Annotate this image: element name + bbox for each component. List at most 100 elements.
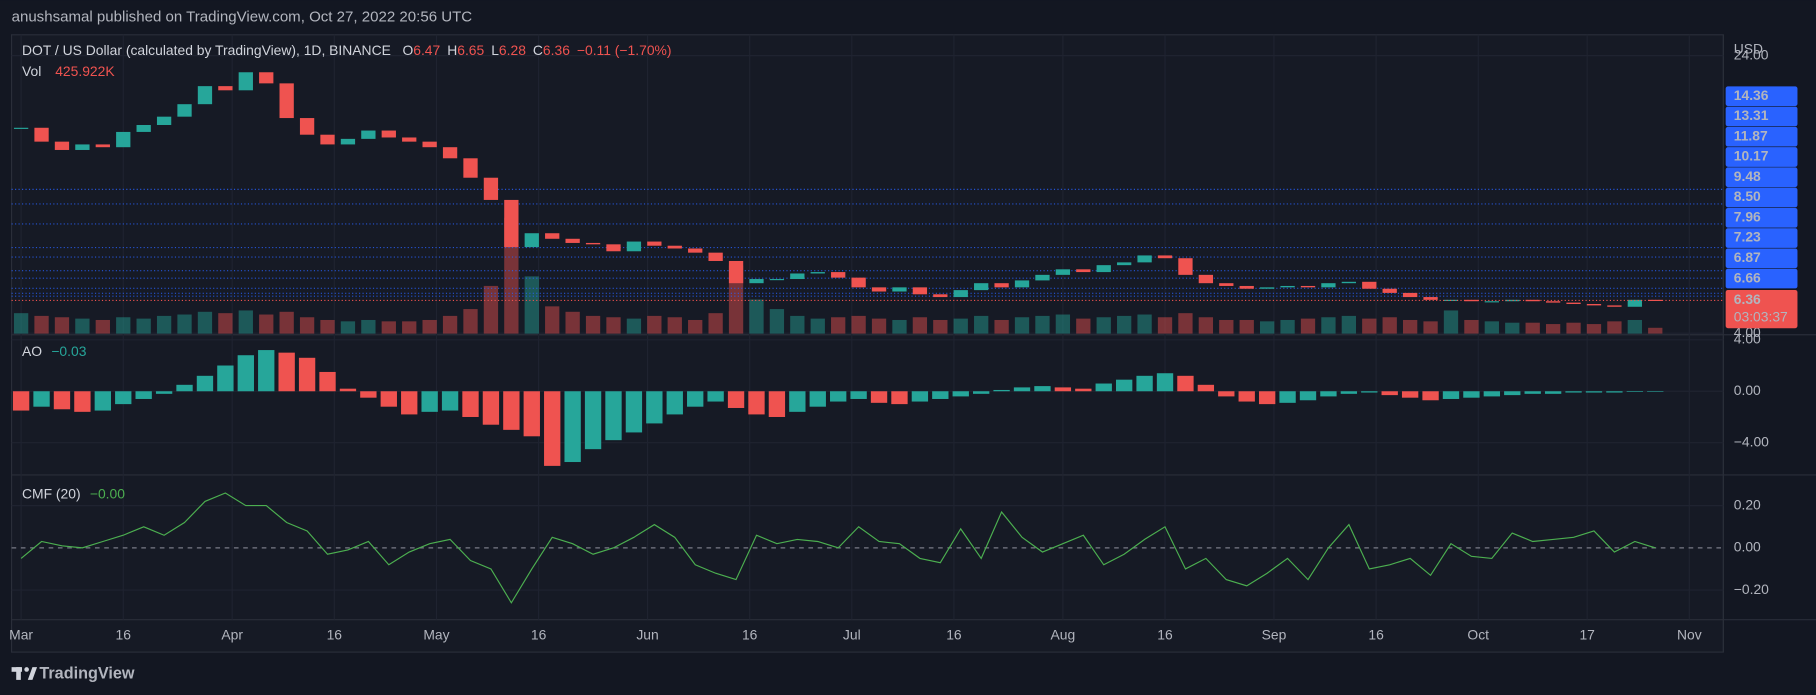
volume-bar: [1117, 315, 1132, 334]
volume-bar: [1341, 315, 1357, 334]
ao-bar: [1401, 391, 1419, 398]
ohlc-value: 6.65: [457, 42, 484, 58]
candle: [320, 134, 335, 145]
volume-bar: [75, 318, 90, 334]
candle: [299, 118, 315, 135]
ao-bar: [1463, 391, 1480, 398]
level-label-box: [1725, 86, 1798, 107]
candle: [197, 86, 213, 105]
volume-bar: [524, 276, 539, 334]
candle: [851, 277, 866, 288]
candle: [545, 233, 560, 239]
ao-bar: [564, 391, 581, 463]
volume-bar: [54, 317, 70, 334]
volume-bar: [95, 319, 110, 334]
candle: [1096, 265, 1111, 273]
ao-bar: [850, 391, 867, 399]
candle: [708, 252, 723, 261]
level-label: 11.87: [1734, 127, 1768, 143]
candle: [1198, 274, 1214, 284]
candle: [974, 283, 989, 291]
level-label: 7.23: [1734, 229, 1761, 245]
candle: [1219, 283, 1234, 286]
ao-bar: [1626, 391, 1644, 392]
volume-bar: [790, 315, 805, 334]
ao-bar: [135, 391, 152, 399]
volume-bar: [606, 317, 621, 334]
volume-bar: [340, 321, 356, 334]
candle: [1300, 285, 1316, 288]
ao-bar: [789, 391, 806, 412]
candle: [912, 287, 928, 295]
ao-bar: [421, 391, 438, 412]
candle: [626, 241, 642, 252]
volume-bar: [749, 299, 764, 334]
ao-bar: [584, 391, 602, 450]
level-label: 8.50: [1734, 188, 1761, 204]
candle: [933, 294, 948, 298]
volume-bar: [1627, 319, 1642, 334]
ao-bar: [870, 391, 888, 403]
candle: [1280, 285, 1295, 288]
ohlc-value: 6.47: [413, 42, 440, 58]
volume-bar: [1648, 327, 1663, 334]
volume-last: 425.922K: [55, 63, 115, 79]
ao-bar: [544, 391, 561, 466]
volume-bar: [871, 318, 887, 334]
volume-bar: [1035, 315, 1050, 334]
candle: [1525, 299, 1540, 302]
y-tick-label: 0.20: [1734, 496, 1761, 512]
volume-bar: [647, 315, 662, 334]
ao-bar: [53, 391, 71, 410]
ao-bar: [401, 391, 418, 415]
volume-bar: [851, 315, 866, 334]
ao-bar: [1361, 391, 1378, 393]
level-label-box: [1725, 248, 1798, 269]
candle: [585, 242, 601, 245]
ao-bar: [1238, 391, 1255, 402]
ao-bar: [1340, 391, 1358, 394]
y-tick-label: 4.00: [1734, 330, 1761, 346]
ao-bar: [727, 391, 745, 408]
candle: [1341, 281, 1357, 284]
ao-bar: [298, 357, 316, 392]
candle: [402, 137, 417, 142]
volume-bar: [565, 311, 580, 334]
x-tick-label: May: [423, 627, 449, 643]
candle: [1321, 283, 1336, 288]
x-tick-label: 17: [1579, 627, 1595, 643]
level-label-box: [1725, 147, 1798, 167]
candle: [1035, 274, 1050, 281]
volume-bar: [361, 319, 376, 334]
ao-bar: [258, 350, 275, 392]
ao-bar: [1115, 379, 1133, 392]
ao-bar: [1136, 375, 1153, 392]
volume-bar: [1484, 321, 1499, 334]
candle: [892, 287, 907, 292]
ao-bar: [911, 391, 929, 402]
candle: [1117, 262, 1132, 266]
volume-bar: [1443, 310, 1459, 334]
candle: [75, 144, 90, 150]
byline: anushsamal published on TradingView.com,…: [12, 8, 473, 25]
ao-bar: [1218, 391, 1235, 397]
ao-bar: [973, 391, 990, 394]
x-tick-label: Nov: [1677, 627, 1702, 643]
volume-bar: [831, 317, 846, 334]
volume-bar: [769, 309, 785, 334]
candle: [1545, 301, 1561, 303]
candle: [1259, 287, 1275, 289]
currency-label: USD: [1734, 41, 1763, 57]
x-tick-label: Sep: [1262, 627, 1287, 643]
candle: [1505, 299, 1520, 302]
candle: [953, 290, 968, 298]
ao-bar: [748, 391, 765, 415]
ao-bar: [666, 391, 683, 415]
candle: [504, 199, 519, 248]
ao-bar: [625, 391, 643, 433]
volume-bar: [422, 319, 437, 334]
last-price-label: 6.36: [1734, 291, 1761, 307]
volume-bar: [320, 319, 335, 334]
volume-bar: [1096, 317, 1111, 334]
